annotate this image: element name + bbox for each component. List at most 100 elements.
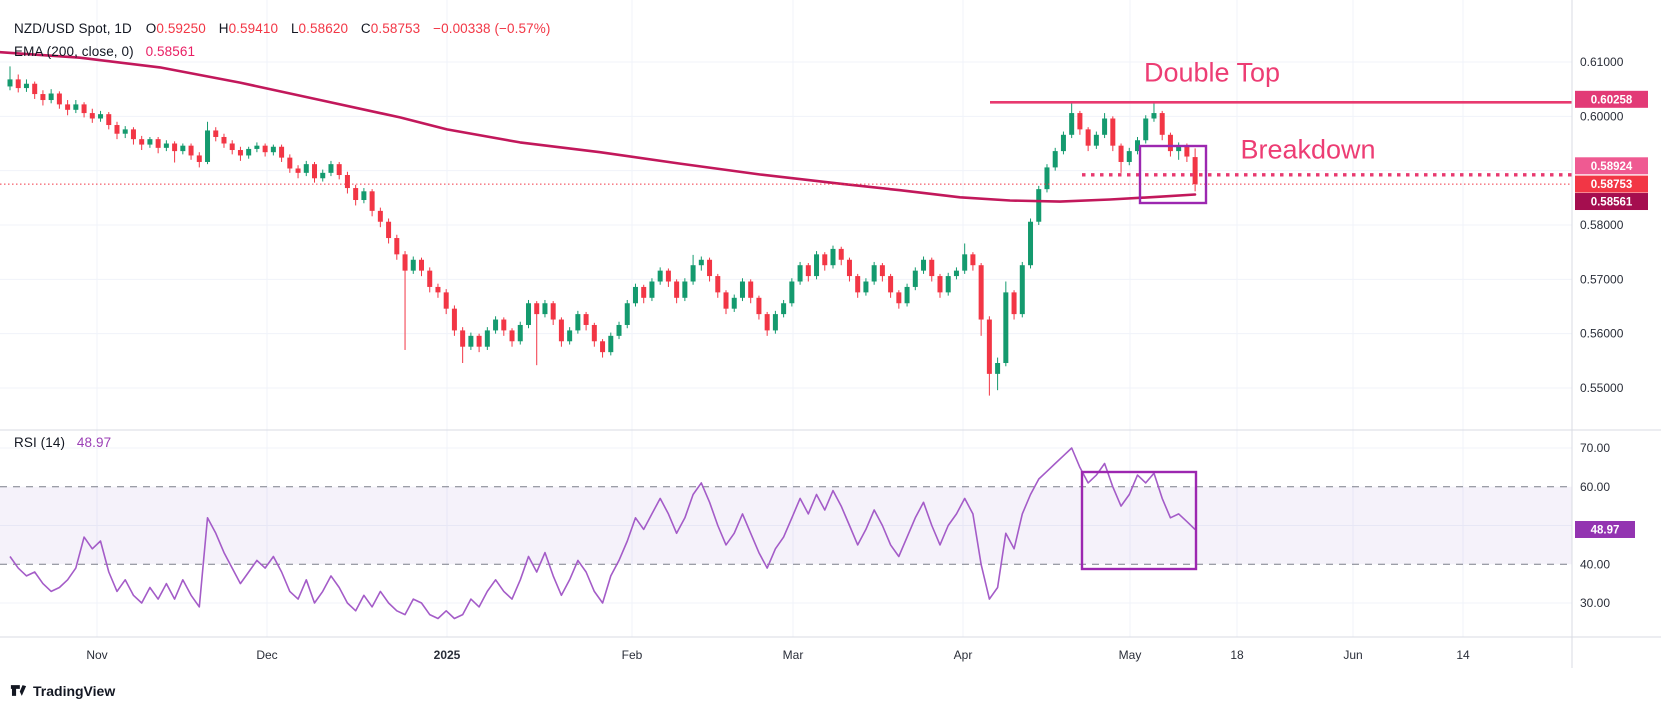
rsi-highlight-rect[interactable]: [1080, 470, 1198, 571]
candle-body: [995, 363, 1001, 374]
tradingview-logo[interactable]: TradingView: [10, 682, 115, 699]
time-axis-label[interactable]: Jun: [1343, 648, 1362, 662]
rsi-badge: [1575, 520, 1635, 538]
candle-body: [846, 259, 852, 277]
main-series-legend[interactable]: NZD/USD Spot, 1D O0.59250 H0.59410 L0.58…: [14, 21, 559, 36]
candle-body: [237, 150, 243, 156]
ema-legend[interactable]: EMA (200, close, 0) 0.58561: [14, 44, 195, 59]
candle-body: [1176, 145, 1182, 152]
candle-body: [163, 143, 169, 148]
price-axis-label[interactable]: 0.61000: [1580, 55, 1624, 69]
close-key: C: [360, 21, 371, 36]
candle-body: [172, 143, 178, 152]
change-value: −0.00338 (−0.57%): [433, 21, 551, 36]
breakdown-annotation[interactable]: Breakdown: [1240, 134, 1376, 165]
candle-body: [303, 164, 309, 173]
price-axis-label[interactable]: 0.57000: [1580, 272, 1624, 286]
time-axis-label[interactable]: May: [1119, 648, 1142, 662]
price-axis-label[interactable]: 0.60000: [1580, 109, 1624, 123]
candle-body: [756, 297, 762, 315]
price-axis-label[interactable]: 0.56000: [1580, 327, 1624, 341]
time-axis[interactable]: Nov Dec 2025 Feb Mar Apr May 18 Jun 14: [86, 648, 1470, 662]
candle-body: [665, 270, 671, 282]
rsi-axis-label[interactable]: 30.00: [1580, 596, 1610, 610]
candle-body: [270, 146, 276, 153]
rsi-axis-label[interactable]: 70.00: [1580, 441, 1610, 455]
candle-body: [649, 281, 655, 298]
candle-body: [805, 265, 811, 277]
candle-body: [7, 79, 13, 87]
price-badge-label: 0.58753: [1591, 179, 1633, 191]
candle-body: [155, 139, 161, 148]
open-value: 0.59250: [156, 21, 206, 36]
price-badge: [1575, 175, 1648, 193]
time-axis-label[interactable]: Mar: [783, 648, 804, 662]
annotation-rectangles[interactable]: [1080, 144, 1208, 571]
candle-body: [558, 319, 564, 342]
candle-body: [600, 341, 606, 353]
candle-body: [1052, 151, 1058, 168]
close-value: 0.58753: [370, 21, 421, 36]
candle-body: [106, 114, 112, 126]
candle-body: [419, 259, 424, 271]
candle-body: [229, 143, 235, 151]
time-axis-label[interactable]: 2025: [434, 648, 461, 662]
candle-body: [40, 94, 46, 101]
time-axis-label[interactable]: 14: [1456, 648, 1470, 662]
price-badge-label: 0.60258: [1591, 94, 1633, 106]
annotation-lines[interactable]: [0, 101, 1572, 185]
candle-body: [344, 175, 350, 189]
time-axis-label[interactable]: Nov: [86, 648, 107, 662]
candle-body: [1036, 189, 1042, 222]
open-key: O: [145, 21, 157, 36]
candle-body: [986, 319, 992, 374]
candle-body: [468, 335, 474, 347]
candle-body: [139, 139, 145, 145]
candle-body: [772, 314, 778, 331]
rsi-axis-label[interactable]: 60.00: [1580, 480, 1610, 494]
price-highlight-rect[interactable]: [1138, 144, 1208, 205]
symbol-title: NZD/USD Spot, 1D: [14, 21, 132, 36]
candle-body: [608, 335, 614, 353]
price-axis[interactable]: 0.61000 0.60000 0.58000 0.57000 0.56000 0.550…: [1575, 55, 1648, 610]
candle-body: [81, 104, 87, 114]
time-axis-label[interactable]: 18: [1230, 648, 1244, 662]
low-value: 0.58620: [298, 21, 349, 36]
time-axis-label[interactable]: Feb: [622, 648, 643, 662]
high-value: 0.59410: [228, 21, 279, 36]
candle-body: [73, 104, 79, 110]
candle-body: [1028, 221, 1034, 266]
candle-body: [879, 265, 885, 277]
candle-body: [1184, 145, 1190, 157]
candle-body: [320, 172, 326, 179]
candle-body: [616, 324, 622, 336]
candle-body: [1143, 118, 1149, 141]
tradingview-logo-text: TradingView: [33, 682, 116, 699]
rsi-legend[interactable]: RSI (14) 48.97: [14, 435, 111, 450]
candle-body: [48, 93, 54, 101]
candle-body: [1135, 140, 1141, 152]
candle-body: [295, 168, 301, 173]
candle-body: [978, 265, 984, 320]
candle-body: [1192, 157, 1198, 185]
candle-body: [56, 93, 62, 105]
candle-body: [871, 265, 877, 282]
rsi-band-fill: [0, 486, 1572, 565]
candle-body: [328, 164, 334, 173]
time-axis-label[interactable]: Dec: [256, 648, 277, 662]
time-axis-label[interactable]: Apr: [954, 648, 973, 662]
price-badge: [1575, 193, 1648, 211]
candle-body: [723, 292, 729, 309]
candle-body: [1167, 134, 1173, 152]
price-axis-label[interactable]: 0.58000: [1580, 218, 1624, 232]
candle-body: [1085, 129, 1091, 146]
price-badge-label: 0.58924: [1591, 161, 1633, 173]
rsi-axis-label[interactable]: 40.00: [1580, 557, 1610, 571]
price-axis-label[interactable]: 0.55000: [1580, 381, 1624, 395]
candle-body: [583, 314, 589, 325]
rsi-path: [9, 447, 1196, 620]
double-top-annotation[interactable]: Double Top: [1143, 57, 1281, 88]
candle-body: [970, 254, 976, 266]
